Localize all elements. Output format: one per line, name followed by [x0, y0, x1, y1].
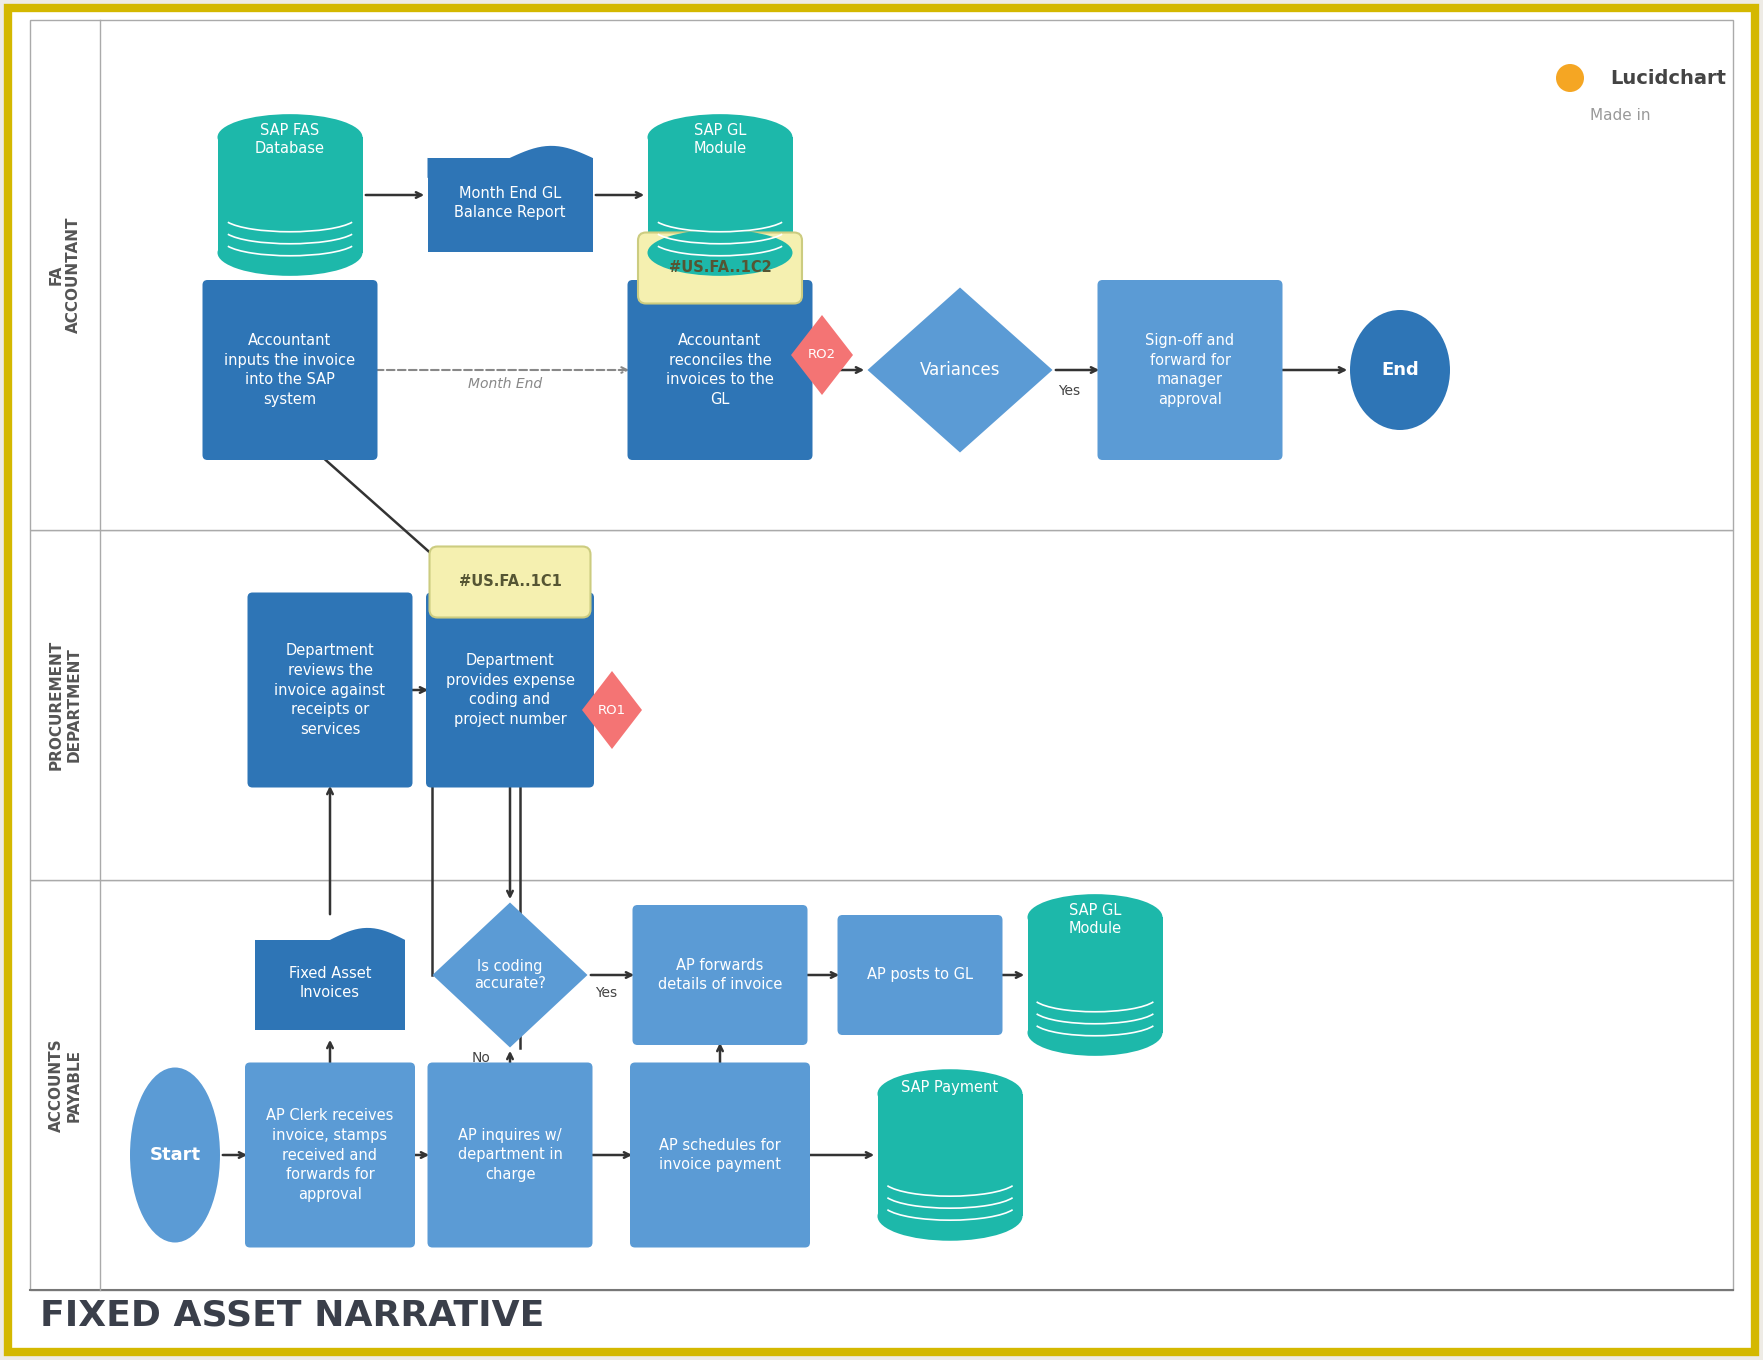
Text: Month End: Month End [467, 377, 541, 392]
Ellipse shape [878, 1069, 1023, 1118]
FancyBboxPatch shape [9, 8, 1754, 1352]
FancyBboxPatch shape [430, 547, 591, 617]
Text: FA
ACCOUNTANT: FA ACCOUNTANT [49, 216, 81, 333]
FancyBboxPatch shape [256, 940, 405, 1030]
Ellipse shape [217, 230, 363, 276]
Polygon shape [256, 928, 405, 960]
Polygon shape [582, 670, 642, 749]
FancyBboxPatch shape [30, 530, 1733, 880]
FancyBboxPatch shape [217, 137, 363, 253]
Polygon shape [432, 903, 587, 1047]
Polygon shape [867, 287, 1053, 453]
Text: #US.FA..1C1: #US.FA..1C1 [458, 574, 561, 589]
Text: Is coding
accurate?: Is coding accurate? [474, 959, 547, 991]
Text: Yes: Yes [1058, 384, 1081, 398]
Text: Start: Start [150, 1146, 201, 1164]
Ellipse shape [647, 114, 793, 160]
Text: Department
provides expense
coding and
project number: Department provides expense coding and p… [446, 653, 575, 728]
Text: Department
reviews the
invoice against
receipts or
services: Department reviews the invoice against r… [275, 643, 386, 737]
Text: AP forwards
details of invoice: AP forwards details of invoice [658, 957, 783, 993]
Polygon shape [427, 146, 592, 178]
FancyBboxPatch shape [427, 158, 592, 252]
Ellipse shape [1350, 310, 1449, 430]
Polygon shape [792, 316, 853, 394]
FancyBboxPatch shape [878, 1093, 1023, 1216]
Text: SAP GL
Module: SAP GL Module [1068, 903, 1121, 936]
FancyBboxPatch shape [638, 233, 802, 303]
Text: AP inquires w/
department in
charge: AP inquires w/ department in charge [458, 1127, 562, 1182]
FancyBboxPatch shape [647, 137, 793, 253]
Text: Month End GL
Balance Report: Month End GL Balance Report [455, 185, 566, 220]
Text: No: No [472, 1051, 490, 1065]
FancyBboxPatch shape [247, 593, 413, 787]
Text: SAP GL
Module: SAP GL Module [693, 124, 746, 155]
FancyBboxPatch shape [30, 880, 1733, 1291]
Text: Sign-off and
forward for
manager
approval: Sign-off and forward for manager approva… [1146, 333, 1234, 407]
Ellipse shape [878, 1191, 1023, 1240]
Ellipse shape [1028, 1009, 1162, 1055]
Ellipse shape [647, 230, 793, 276]
Text: SAP FAS
Database: SAP FAS Database [256, 124, 324, 155]
Text: Yes: Yes [594, 986, 617, 1000]
Ellipse shape [217, 114, 363, 160]
Text: Accountant
reconciles the
invoices to the
GL: Accountant reconciles the invoices to th… [666, 333, 774, 407]
FancyBboxPatch shape [427, 1062, 592, 1247]
Ellipse shape [1028, 894, 1162, 940]
Text: Accountant
inputs the invoice
into the SAP
system: Accountant inputs the invoice into the S… [224, 333, 356, 407]
Text: RO1: RO1 [598, 703, 626, 717]
Circle shape [1557, 64, 1583, 92]
Text: Fixed Asset
Invoices: Fixed Asset Invoices [289, 966, 372, 1001]
FancyBboxPatch shape [633, 904, 807, 1044]
FancyBboxPatch shape [628, 280, 813, 460]
Text: ACCOUNTS
PAYABLE: ACCOUNTS PAYABLE [49, 1038, 81, 1132]
Text: AP posts to GL: AP posts to GL [867, 967, 973, 982]
Text: #US.FA..1C2: #US.FA..1C2 [668, 261, 772, 276]
Text: AP Clerk receives
invoice, stamps
received and
forwards for
approval: AP Clerk receives invoice, stamps receiv… [266, 1108, 393, 1202]
Text: End: End [1380, 360, 1419, 379]
Text: Variances: Variances [920, 360, 1000, 379]
Text: AP schedules for
invoice payment: AP schedules for invoice payment [659, 1137, 781, 1172]
FancyBboxPatch shape [629, 1062, 809, 1247]
Ellipse shape [130, 1068, 220, 1243]
FancyBboxPatch shape [1098, 280, 1282, 460]
FancyBboxPatch shape [203, 280, 377, 460]
Text: PROCUREMENT
DEPARTMENT: PROCUREMENT DEPARTMENT [49, 639, 81, 770]
FancyBboxPatch shape [245, 1062, 414, 1247]
Text: RO2: RO2 [807, 348, 836, 362]
Text: FIXED ASSET NARRATIVE: FIXED ASSET NARRATIVE [41, 1297, 545, 1331]
FancyBboxPatch shape [1028, 917, 1162, 1032]
Text: Lucidchart: Lucidchart [1610, 68, 1726, 87]
Text: Made in: Made in [1590, 107, 1650, 122]
FancyBboxPatch shape [30, 20, 1733, 530]
FancyBboxPatch shape [427, 593, 594, 787]
FancyBboxPatch shape [837, 915, 1003, 1035]
Text: SAP Payment: SAP Payment [901, 1080, 998, 1095]
